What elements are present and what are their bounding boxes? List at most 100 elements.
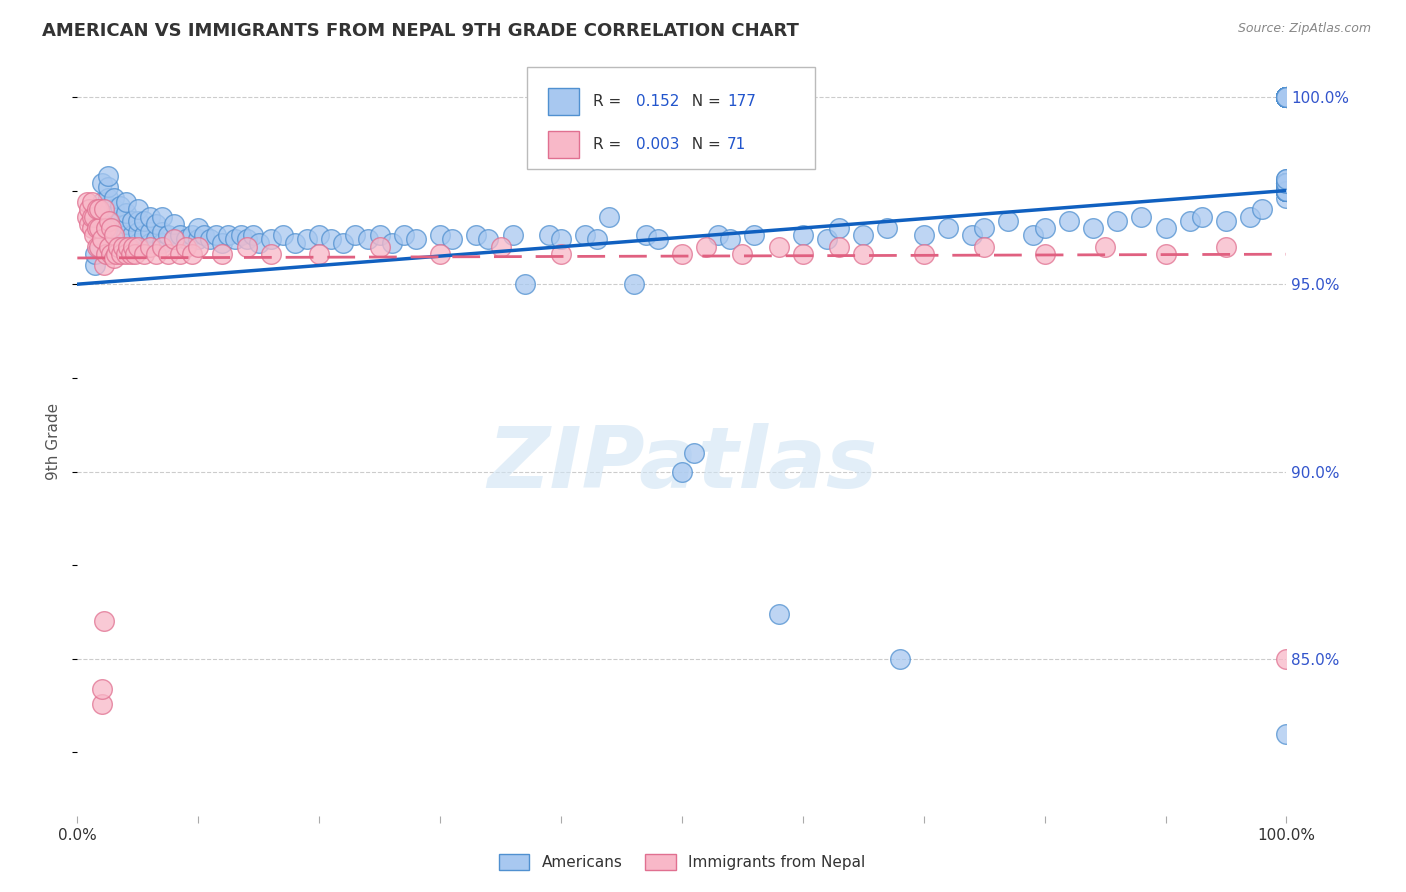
- Point: [1275, 184, 1298, 198]
- Point: [86, 202, 108, 217]
- Point: [127, 225, 149, 239]
- Point: [139, 235, 162, 250]
- Point: [1081, 221, 1104, 235]
- Point: [132, 213, 155, 227]
- Point: [1275, 90, 1298, 104]
- Point: [1275, 90, 1298, 104]
- Point: [96, 191, 118, 205]
- Point: [284, 235, 307, 250]
- Point: [960, 228, 983, 243]
- Point: [707, 228, 730, 243]
- Point: [205, 228, 228, 243]
- Point: [90, 210, 112, 224]
- Text: 0.003: 0.003: [636, 136, 679, 152]
- Point: [912, 247, 935, 261]
- Point: [96, 206, 118, 220]
- Point: [163, 217, 186, 231]
- Point: [1215, 240, 1237, 254]
- Point: [586, 232, 609, 246]
- Point: [242, 228, 264, 243]
- Text: N =: N =: [682, 136, 725, 152]
- Point: [150, 210, 173, 224]
- Point: [1275, 90, 1298, 104]
- Point: [124, 247, 146, 261]
- Point: [117, 240, 139, 254]
- Point: [103, 251, 125, 265]
- Point: [79, 202, 101, 217]
- Point: [973, 221, 995, 235]
- Point: [96, 221, 118, 235]
- Point: [132, 247, 155, 261]
- Point: [1275, 184, 1298, 198]
- Point: [1275, 90, 1298, 104]
- Point: [1275, 176, 1298, 190]
- Point: [157, 228, 180, 243]
- Point: [235, 232, 257, 246]
- Point: [1275, 90, 1298, 104]
- Point: [103, 213, 125, 227]
- Point: [1275, 90, 1298, 104]
- Point: [792, 247, 814, 261]
- Point: [634, 228, 657, 243]
- Point: [114, 240, 136, 254]
- Point: [163, 232, 186, 246]
- Point: [852, 247, 875, 261]
- Point: [815, 232, 838, 246]
- Point: [187, 221, 209, 235]
- Point: [1275, 176, 1298, 190]
- Point: [122, 240, 145, 254]
- Point: [1275, 90, 1298, 104]
- Point: [295, 232, 318, 246]
- Point: [80, 194, 103, 209]
- Point: [574, 228, 596, 243]
- Legend: Americans, Immigrants from Nepal: Americans, Immigrants from Nepal: [492, 847, 872, 876]
- Point: [1275, 176, 1298, 190]
- Point: [90, 681, 112, 696]
- Point: [1275, 176, 1298, 190]
- Point: [1275, 90, 1298, 104]
- Point: [174, 240, 197, 254]
- Point: [1275, 90, 1298, 104]
- Point: [200, 232, 222, 246]
- Point: [1275, 90, 1298, 104]
- Point: [76, 194, 98, 209]
- Point: [100, 247, 122, 261]
- Point: [1154, 221, 1177, 235]
- Text: 71: 71: [727, 136, 747, 152]
- Point: [260, 232, 283, 246]
- Point: [108, 198, 131, 212]
- Point: [112, 240, 135, 254]
- Point: [157, 247, 180, 261]
- Point: [623, 277, 645, 292]
- Point: [1275, 90, 1298, 104]
- Text: AMERICAN VS IMMIGRANTS FROM NEPAL 9TH GRADE CORRELATION CHART: AMERICAN VS IMMIGRANTS FROM NEPAL 9TH GR…: [42, 22, 799, 40]
- Point: [731, 247, 754, 261]
- Text: Source: ZipAtlas.com: Source: ZipAtlas.com: [1237, 22, 1371, 36]
- Point: [344, 228, 367, 243]
- Point: [671, 465, 693, 479]
- Point: [1033, 247, 1056, 261]
- Point: [150, 240, 173, 254]
- Point: [80, 221, 103, 235]
- Point: [224, 232, 246, 246]
- Point: [598, 210, 620, 224]
- Point: [121, 213, 143, 227]
- Point: [1275, 184, 1298, 198]
- Point: [1275, 184, 1298, 198]
- Point: [127, 213, 149, 227]
- Point: [145, 217, 167, 231]
- Point: [550, 232, 572, 246]
- Text: ZIPatlas: ZIPatlas: [486, 423, 877, 506]
- Point: [1275, 90, 1298, 104]
- Point: [671, 247, 693, 261]
- Point: [1275, 90, 1298, 104]
- Point: [103, 191, 125, 205]
- Point: [1275, 184, 1298, 198]
- Point: [828, 240, 851, 254]
- Point: [84, 259, 107, 273]
- Point: [1275, 90, 1298, 104]
- Point: [76, 210, 98, 224]
- Point: [90, 176, 112, 190]
- Point: [187, 232, 209, 246]
- Point: [93, 202, 115, 217]
